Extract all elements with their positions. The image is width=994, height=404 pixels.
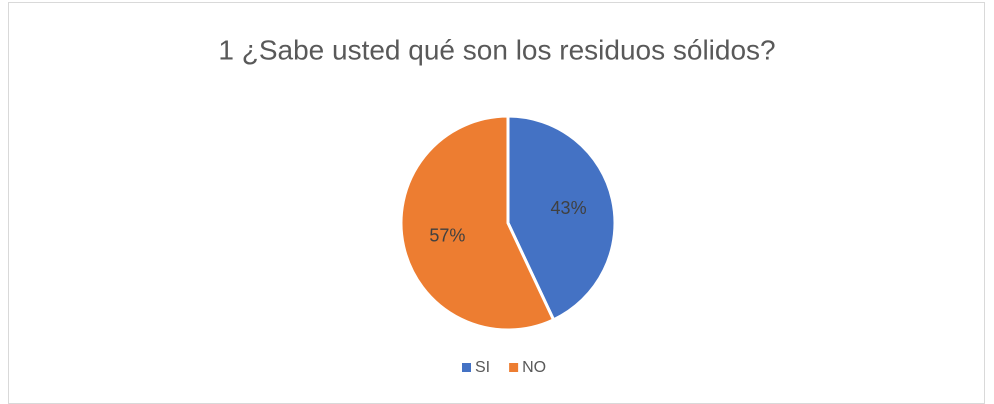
legend-label: SI [475, 359, 490, 376]
data-label: 43% [551, 198, 587, 218]
pie-slice [506, 114, 617, 322]
data-label: 57% [429, 225, 465, 245]
legend-swatch [462, 363, 471, 372]
legend-label: NO [522, 359, 546, 376]
pie-slice [399, 114, 556, 332]
chart-title: 1 ¿Sabe usted qué son los residuos sólid… [218, 34, 775, 65]
legend-swatch [509, 363, 519, 372]
